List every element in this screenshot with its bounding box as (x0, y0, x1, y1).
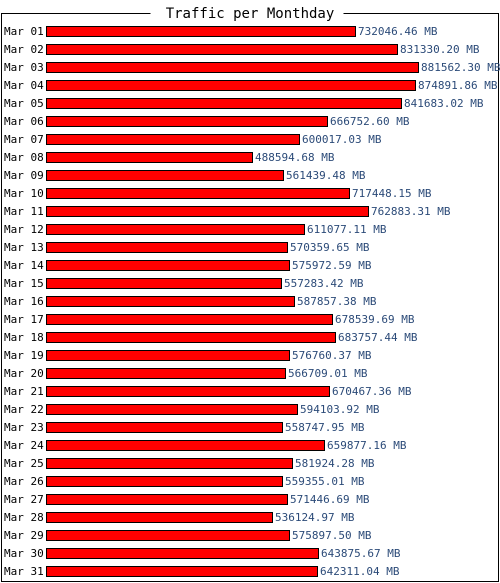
value-label: 670467.36 MB (332, 385, 412, 398)
category-label: Mar 24 (4, 439, 44, 452)
bar (46, 476, 283, 487)
category-label: Mar 13 (4, 241, 44, 254)
bar (46, 62, 419, 73)
category-label: Mar 26 (4, 475, 44, 488)
category-label: Mar 18 (4, 331, 44, 344)
bar (46, 278, 282, 289)
value-label: 557283.42 MB (284, 277, 364, 290)
value-label: 571446.69 MB (290, 493, 370, 506)
bar (46, 26, 356, 37)
value-label: 561439.48 MB (286, 169, 366, 182)
value-label: 642311.04 MB (320, 565, 400, 578)
bar (46, 134, 300, 145)
category-label: Mar 20 (4, 367, 44, 380)
category-label: Mar 30 (4, 547, 44, 560)
bar (46, 422, 283, 433)
bar (46, 206, 369, 217)
category-label: Mar 04 (4, 79, 44, 92)
category-label: Mar 11 (4, 205, 44, 218)
value-label: 841683.02 MB (404, 97, 484, 110)
chart-frame (1, 13, 499, 582)
value-label: 831330.20 MB (400, 43, 480, 56)
category-label: Mar 03 (4, 61, 44, 74)
category-label: Mar 02 (4, 43, 44, 56)
category-label: Mar 09 (4, 169, 44, 182)
category-label: Mar 28 (4, 511, 44, 524)
value-label: 881562.30 MB (421, 61, 500, 74)
category-label: Mar 29 (4, 529, 44, 542)
bar (46, 116, 328, 127)
value-label: 575972.59 MB (292, 259, 372, 272)
bar (46, 512, 273, 523)
bar (46, 368, 286, 379)
value-label: 566709.01 MB (288, 367, 368, 380)
bar (46, 80, 416, 91)
category-label: Mar 01 (4, 25, 44, 38)
bar (46, 458, 293, 469)
bar (46, 260, 290, 271)
bar (46, 440, 325, 451)
chart-title: Traffic per Monthday (166, 6, 335, 22)
category-label: Mar 05 (4, 97, 44, 110)
category-label: Mar 16 (4, 295, 44, 308)
category-label: Mar 14 (4, 259, 44, 272)
category-label: Mar 21 (4, 385, 44, 398)
bar (46, 44, 398, 55)
value-label: 611077.11 MB (307, 223, 387, 236)
bar (46, 530, 290, 541)
value-label: 643875.67 MB (321, 547, 401, 560)
bar (46, 98, 402, 109)
value-label: 874891.86 MB (418, 79, 498, 92)
value-label: 559355.01 MB (285, 475, 365, 488)
bar (46, 242, 288, 253)
bar (46, 350, 290, 361)
value-label: 683757.44 MB (338, 331, 418, 344)
category-label: Mar 07 (4, 133, 44, 146)
value-label: 594103.92 MB (300, 403, 380, 416)
category-label: Mar 31 (4, 565, 44, 578)
bar (46, 494, 288, 505)
category-label: Mar 25 (4, 457, 44, 470)
category-label: Mar 10 (4, 187, 44, 200)
value-label: 536124.97 MB (275, 511, 355, 524)
bar (46, 152, 253, 163)
category-label: Mar 19 (4, 349, 44, 362)
value-label: 570359.65 MB (290, 241, 370, 254)
category-label: Mar 06 (4, 115, 44, 128)
bar (46, 188, 350, 199)
bar (46, 170, 284, 181)
bar (46, 566, 318, 577)
bar (46, 386, 330, 397)
category-label: Mar 23 (4, 421, 44, 434)
bar (46, 404, 298, 415)
bar (46, 332, 336, 343)
category-label: Mar 12 (4, 223, 44, 236)
value-label: 587857.38 MB (297, 295, 377, 308)
chart-rows: Mar 01 732046.46 MB Mar 02 831330.20 MB Mar … (4, 25, 500, 578)
value-label: 576760.37 MB (292, 349, 372, 362)
bar (46, 314, 333, 325)
bar (46, 296, 295, 307)
category-label: Mar 08 (4, 151, 44, 164)
value-label: 717448.15 MB (352, 187, 432, 200)
bar (46, 548, 319, 559)
value-label: 678539.69 MB (335, 313, 415, 326)
category-label: Mar 17 (4, 313, 44, 326)
value-label: 575897.50 MB (292, 529, 372, 542)
value-label: 488594.68 MB (255, 151, 335, 164)
value-label: 581924.28 MB (295, 457, 375, 470)
value-label: 659877.16 MB (327, 439, 407, 452)
category-label: Mar 15 (4, 277, 44, 290)
value-label: 762883.31 MB (371, 205, 451, 218)
value-label: 666752.60 MB (330, 115, 410, 128)
category-label: Mar 27 (4, 493, 44, 506)
bar (46, 224, 305, 235)
category-label: Mar 22 (4, 403, 44, 416)
chart-frame-group (1, 13, 499, 582)
value-label: 732046.46 MB (358, 25, 438, 38)
value-label: 558747.95 MB (285, 421, 365, 434)
value-label: 600017.03 MB (302, 133, 382, 146)
